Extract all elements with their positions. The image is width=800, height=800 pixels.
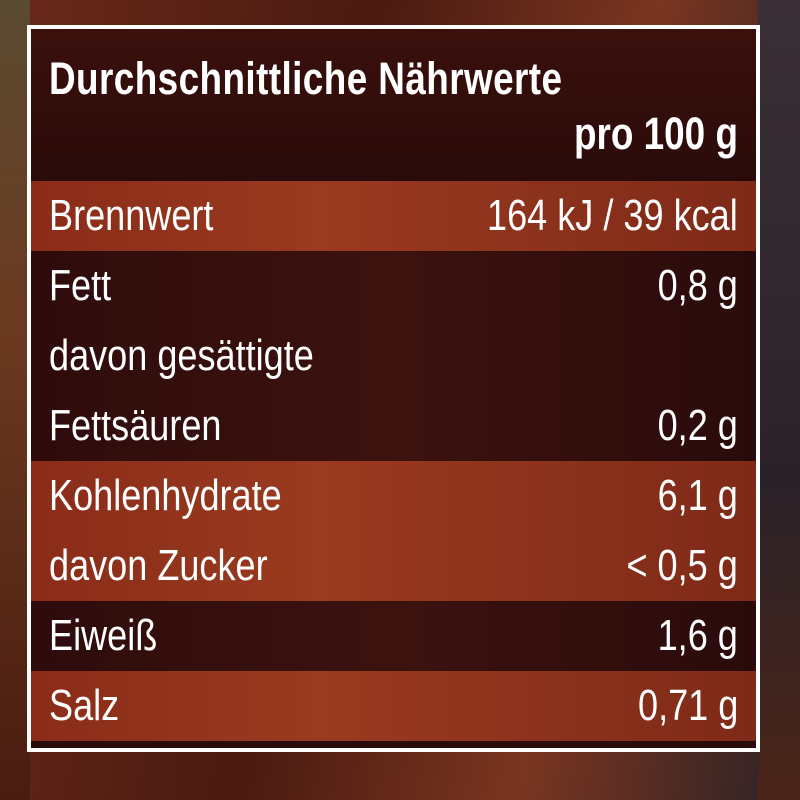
- row-label: Fettsäuren: [49, 401, 222, 450]
- row-label: Brennwert: [49, 191, 214, 240]
- background-right: [758, 0, 800, 800]
- row-label: Kohlenhydrate: [49, 471, 282, 520]
- row-value: 0,8 g: [657, 261, 738, 310]
- row-fett: Fett 0,8 g davon gesättigte Fettsäuren 0,2…: [31, 251, 756, 461]
- row-brennwert: Brennwert 164 kJ / 39 kcal: [31, 181, 756, 251]
- row-value: 1,6 g: [657, 611, 738, 660]
- background-left: [0, 0, 30, 800]
- table-subtitle: pro 100 g: [573, 108, 738, 159]
- row-value: 164 kJ / 39 kcal: [487, 191, 738, 240]
- row-value: 6,1 g: [657, 471, 738, 520]
- row-kohlenhydrate: Kohlenhydrate 6,1 g davon Zucker < 0,5 g: [31, 461, 756, 601]
- table-header: Durchschnittliche Nährwerte pro 100 g: [31, 29, 756, 181]
- row-value: < 0,5 g: [626, 541, 738, 590]
- row-salz: Salz 0,71 g: [31, 671, 756, 741]
- table-title: Durchschnittliche Nährwerte: [49, 53, 563, 104]
- row-label: davon Zucker: [49, 541, 268, 590]
- row-value: 0,2 g: [657, 401, 738, 450]
- row-label: davon gesättigte: [49, 331, 314, 380]
- row-label: Eiweiß: [49, 611, 158, 660]
- row-label: Fett: [49, 261, 112, 310]
- row-eiweiss: Eiweiß 1,6 g: [31, 601, 756, 671]
- nutrition-table: Durchschnittliche Nährwerte pro 100 g Br…: [27, 25, 760, 752]
- row-label: Salz: [49, 681, 120, 730]
- row-value: 0,71 g: [637, 681, 738, 730]
